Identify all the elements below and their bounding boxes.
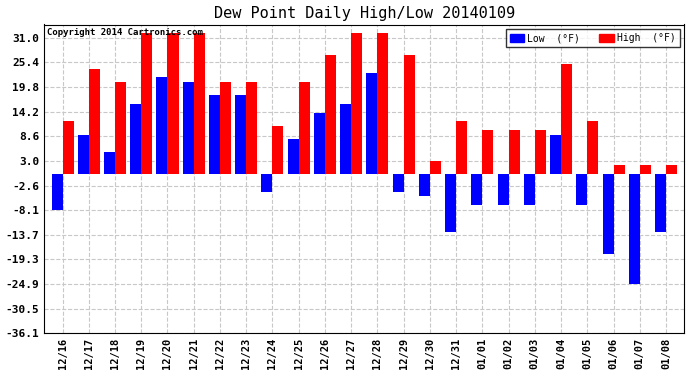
Bar	[340, 104, 351, 174]
Bar	[377, 33, 388, 174]
Bar	[576, 174, 587, 205]
Bar	[104, 152, 115, 174]
Bar	[393, 174, 404, 192]
Bar	[209, 95, 220, 174]
Bar	[550, 135, 561, 174]
Bar	[141, 33, 152, 174]
Bar	[419, 174, 430, 196]
Bar	[288, 139, 299, 174]
Bar	[561, 64, 572, 174]
Bar	[89, 69, 100, 174]
Bar	[183, 82, 194, 174]
Bar	[497, 174, 509, 205]
Bar	[52, 174, 63, 210]
Bar	[471, 174, 482, 205]
Text: Copyright 2014 Cartronics.com: Copyright 2014 Cartronics.com	[48, 28, 204, 37]
Bar	[235, 95, 246, 174]
Title: Dew Point Daily High/Low 20140109: Dew Point Daily High/Low 20140109	[214, 6, 515, 21]
Bar	[655, 174, 666, 232]
Bar	[262, 174, 273, 192]
Bar	[445, 174, 456, 232]
Bar	[314, 112, 325, 174]
Legend: Low  (°F), High  (°F): Low (°F), High (°F)	[506, 29, 680, 47]
Bar	[246, 82, 257, 174]
Bar	[602, 174, 613, 254]
Bar	[299, 82, 310, 174]
Bar	[666, 165, 677, 174]
Bar	[456, 122, 467, 174]
Bar	[629, 174, 640, 284]
Bar	[157, 77, 168, 174]
Bar	[587, 122, 598, 174]
Bar	[194, 33, 205, 174]
Bar	[63, 122, 74, 174]
Bar	[220, 82, 231, 174]
Bar	[115, 82, 126, 174]
Bar	[482, 130, 493, 174]
Bar	[535, 130, 546, 174]
Bar	[613, 165, 624, 174]
Bar	[168, 33, 179, 174]
Bar	[404, 56, 415, 174]
Bar	[640, 165, 651, 174]
Bar	[325, 56, 336, 174]
Bar	[78, 135, 89, 174]
Bar	[524, 174, 535, 205]
Bar	[130, 104, 141, 174]
Bar	[351, 33, 362, 174]
Bar	[273, 126, 284, 174]
Bar	[430, 161, 441, 174]
Bar	[366, 73, 377, 174]
Bar	[509, 130, 520, 174]
